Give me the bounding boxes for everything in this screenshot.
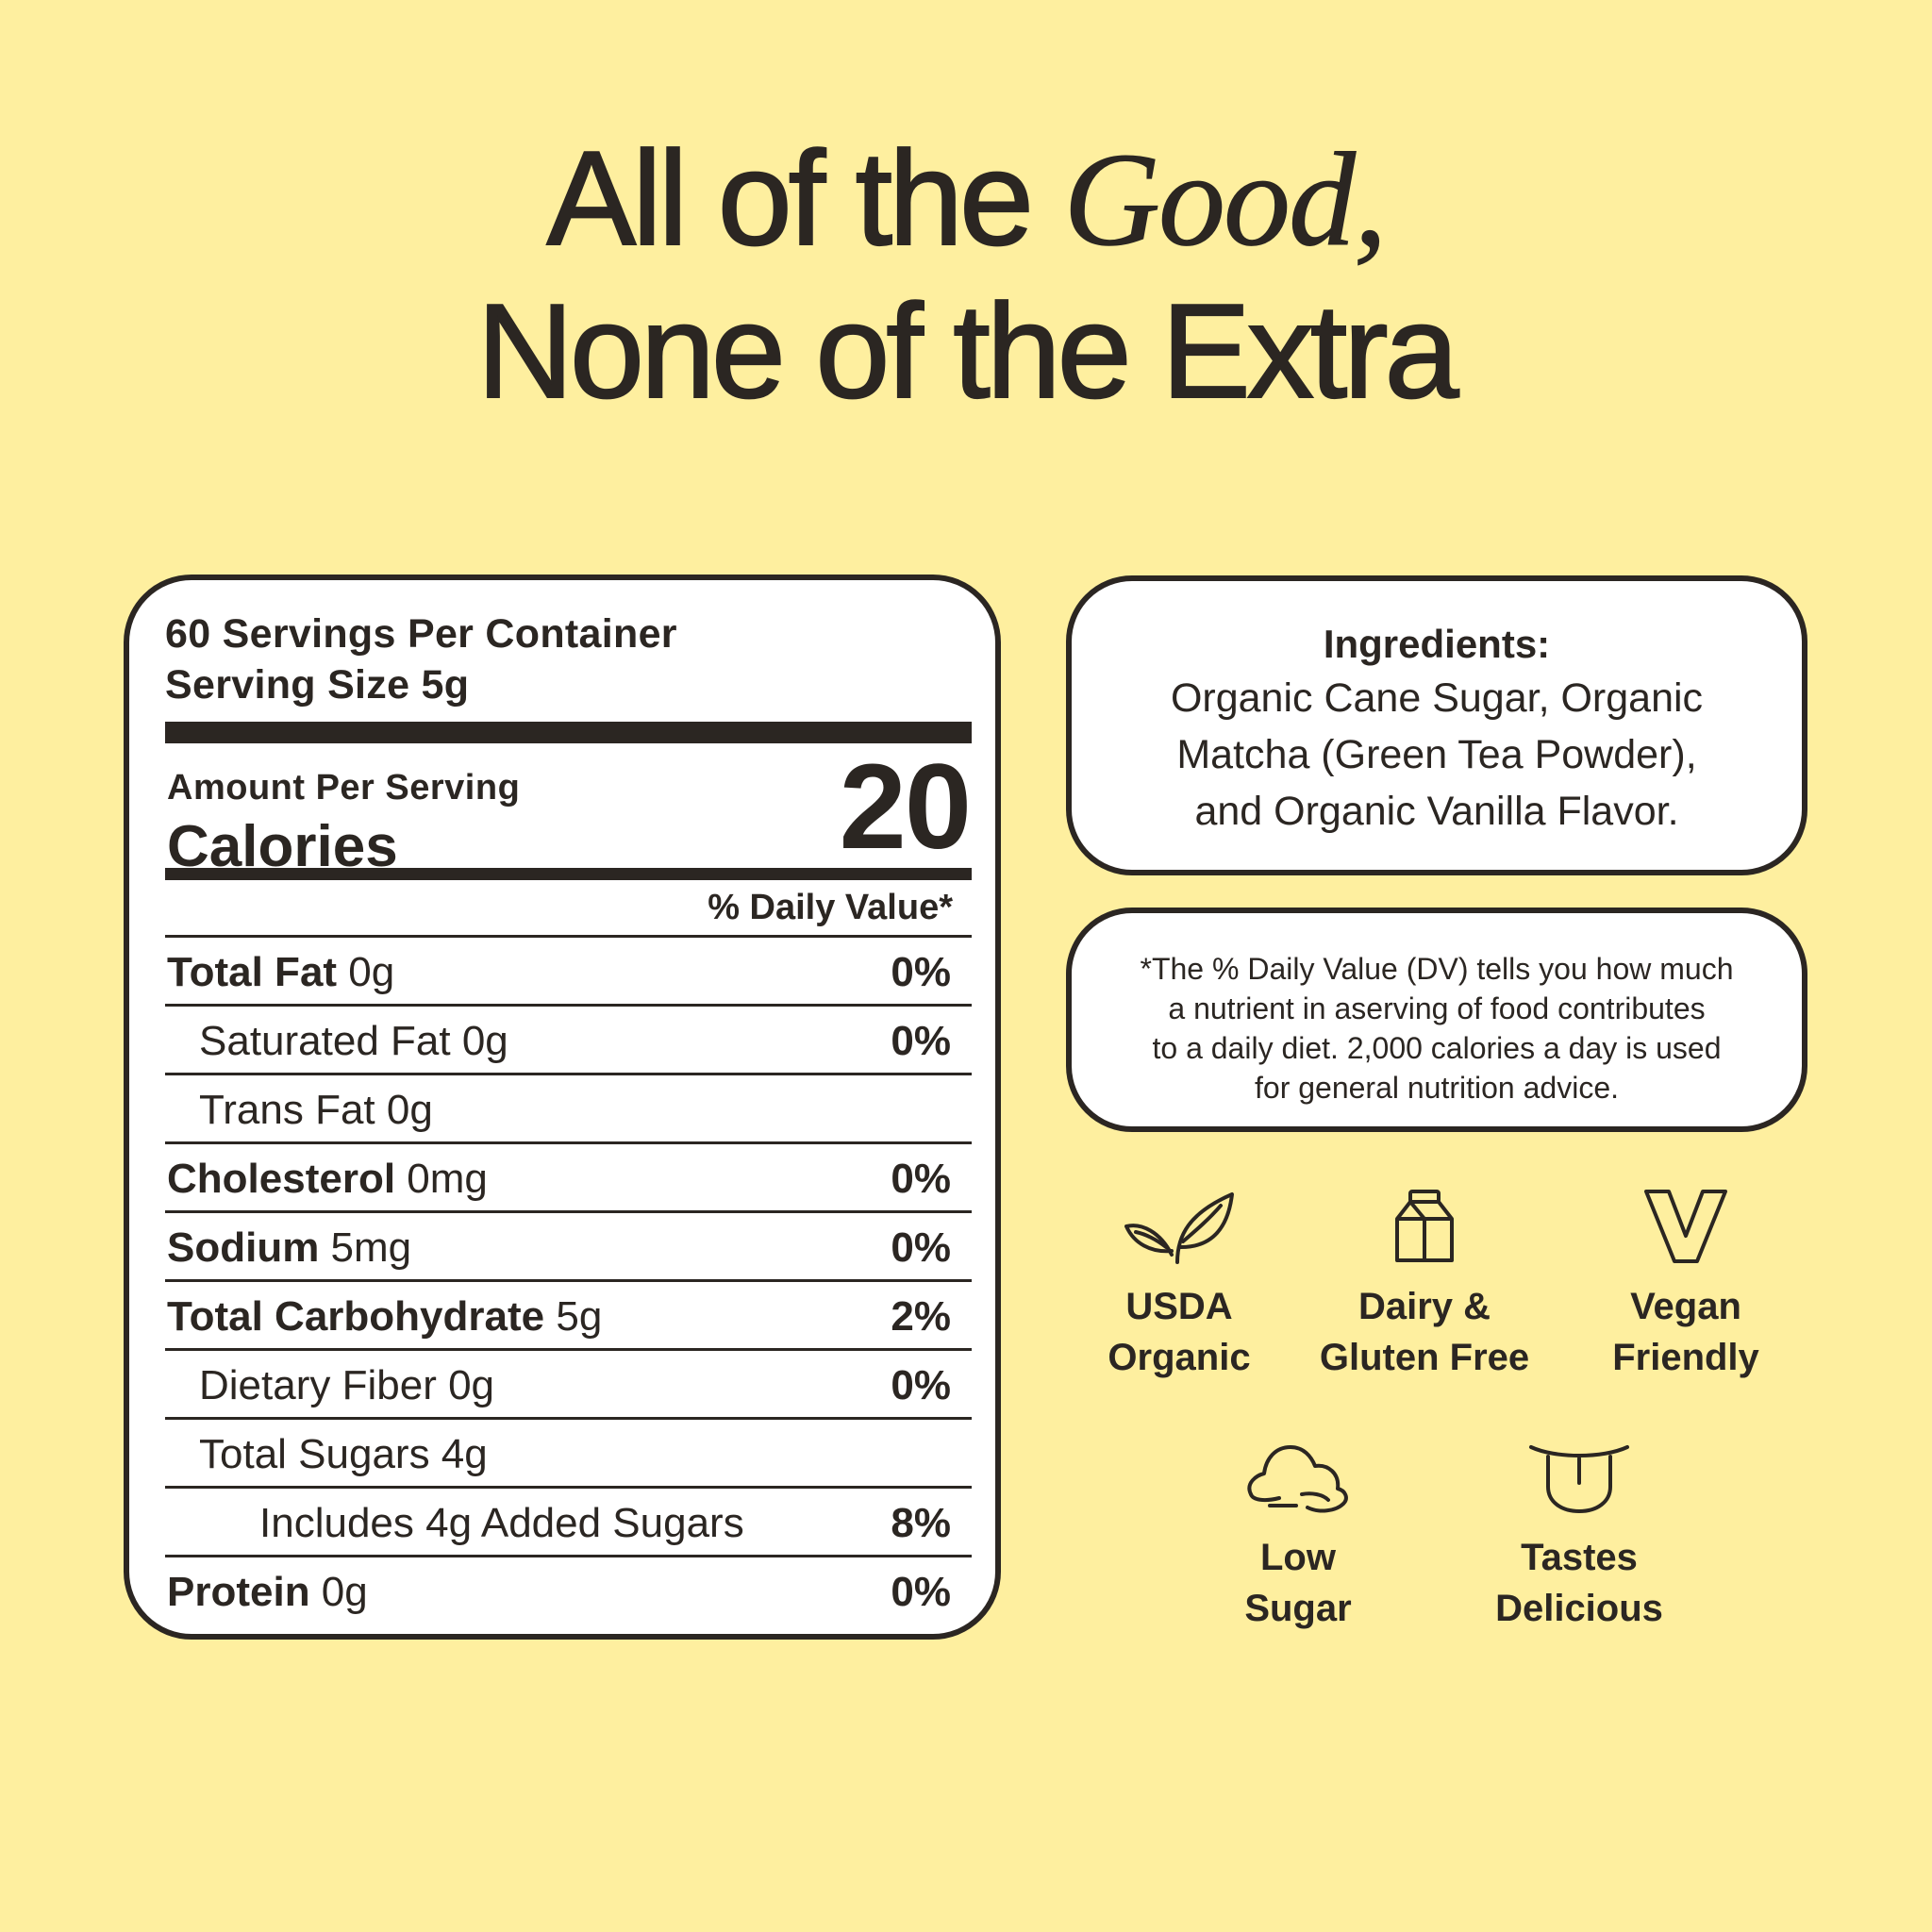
ingredients-title: Ingredients: [1323,622,1551,666]
badge-usda-organic: USDA Organic [1038,1189,1321,1383]
headline-line-1: All of the Good, [545,123,1388,275]
daily-value-percent: 0% [891,1156,951,1202]
serving-size: Serving Size 5g [165,662,470,708]
ingredients-box: Ingredients: Organic Cane Sugar, Organic… [1066,575,1807,875]
badge-low-sugar: Low Sugar [1157,1440,1440,1634]
v-icon [1644,1190,1727,1263]
tongue-icon [1529,1445,1629,1513]
milk-carton-icon [1395,1190,1454,1262]
badge-dairy-gluten-free: Dairy & Gluten Free [1283,1189,1566,1383]
ingredients-line: and Organic Vanilla Flavor. [1194,789,1679,834]
nutrient-row-total-fat: Total Fat 0g 0% [165,938,972,1007]
nutrient-row-total-sugars: Total Sugars 4g [165,1420,972,1489]
daily-value-percent: 8% [891,1500,951,1546]
badge-label: Low Sugar [1244,1537,1352,1629]
leaf-icon [1124,1192,1234,1264]
daily-value-header: % Daily Value* [165,880,972,938]
nutrition-facts-panel: 60 Servings Per Container Serving Size 5… [124,575,1001,1640]
daily-value-percent: 0% [891,949,951,995]
servings-per-container: 60 Servings Per Container [165,611,677,657]
badge-label: Tastes Delicious [1495,1537,1663,1629]
sugar-pile-icon [1247,1445,1348,1513]
badge-label: Vegan Friendly [1612,1286,1759,1378]
daily-value-percent: 0% [891,1224,951,1271]
medium-divider [165,868,972,880]
nutrient-row-total-carbohydrate: Total Carbohydrate 5g 2% [165,1282,972,1351]
amount-per-serving: Amount Per Serving [167,768,521,808]
thick-divider [165,722,972,743]
headline: All of the Good, None of the Extra [0,123,1932,428]
nutrient-row-sodium: Sodium 5mg 0% [165,1213,972,1282]
daily-value-percent: 0% [891,1569,951,1615]
nutrient-row-saturated-fat: Saturated Fat 0g 0% [165,1007,972,1075]
badge-vegan-friendly: Vegan Friendly [1544,1189,1827,1383]
nutrient-row-protein: Protein 0g 0% [165,1557,972,1624]
daily-value-footnote: *The % Daily Value (DV) tells you how mu… [1066,908,1807,1132]
nutrient-row-added-sugars: Includes 4g Added Sugars 8% [165,1489,972,1557]
ingredients-line: Matcha (Green Tea Powder), [1176,732,1697,777]
nutrient-row-trans-fat: Trans Fat 0g [165,1075,972,1144]
daily-value-percent: 2% [891,1293,951,1340]
daily-value-percent: 0% [891,1362,951,1408]
headline-line-2: None of the Extra [475,275,1459,427]
badge-tastes-delicious: Tastes Delicious [1438,1440,1721,1634]
nutrient-row-cholesterol: Cholesterol 0mg 0% [165,1144,972,1213]
headline-italic-word: Good, [1063,125,1388,275]
badge-label: Dairy & Gluten Free [1319,1286,1530,1378]
calories-row: Amount Per Serving Calories 20 [165,740,972,880]
badge-label: USDA Organic [1108,1286,1251,1378]
nutrient-row-dietary-fiber: Dietary Fiber 0g 0% [165,1351,972,1420]
calories-label: Calories [167,814,398,879]
ingredients-line: Organic Cane Sugar, Organic [1170,675,1704,721]
daily-value-percent: 0% [891,1018,951,1064]
calories-value: 20 [839,740,972,874]
